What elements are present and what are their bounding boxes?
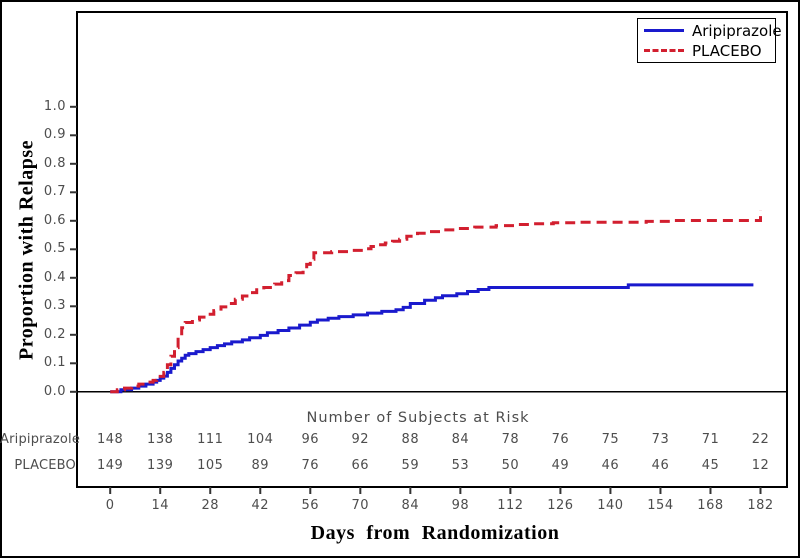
- risk-value: 89: [251, 458, 270, 473]
- risk-row-label: PLACEBO: [14, 458, 76, 473]
- risk-value: 66: [351, 458, 370, 473]
- legend-item-label: Aripiprazole: [692, 21, 782, 40]
- risk-value: 84: [451, 432, 470, 447]
- risk-value: 78: [501, 432, 520, 447]
- y-tick-label: 0.2: [43, 326, 66, 342]
- y-tick-label: 1.0: [43, 98, 66, 114]
- x-tick-label: 28: [201, 498, 219, 513]
- risk-value: 76: [551, 432, 570, 447]
- risk-value: 88: [401, 432, 420, 447]
- legend-dashed-line-sample: [644, 49, 684, 52]
- x-tick-label: 42: [251, 498, 270, 513]
- risk-value: 46: [601, 458, 620, 473]
- y-tick-label: 0.8: [43, 155, 66, 171]
- risk-value: 96: [301, 432, 320, 447]
- risk-value: 139: [147, 458, 174, 473]
- risk-value: 73: [651, 432, 670, 447]
- risk-value: 92: [351, 432, 370, 447]
- y-tick-label: 0.0: [43, 383, 66, 399]
- legend-item: Aripiprazole: [644, 22, 782, 40]
- risk-table-title: Number of Subjects at Risk: [306, 410, 530, 426]
- x-tick-label: 70: [351, 498, 370, 513]
- x-tick-label: 0: [105, 498, 115, 513]
- risk-value: 49: [551, 458, 570, 473]
- legend-solid-line-sample: [644, 29, 684, 32]
- x-axis-title: Days from Randomization: [310, 522, 560, 544]
- x-tick-label: 168: [697, 498, 724, 513]
- risk-row-label: Aripiprazole: [0, 432, 81, 447]
- y-tick-label: 0.7: [43, 184, 66, 200]
- risk-value: 12: [751, 458, 770, 473]
- x-tick-label: 140: [597, 498, 624, 513]
- y-tick-label: 0.9: [43, 127, 66, 143]
- y-tick-label: 0.3: [43, 298, 66, 314]
- x-tick-label: 126: [547, 498, 574, 513]
- x-tick-label: 98: [451, 498, 470, 513]
- risk-value: 59: [401, 458, 420, 473]
- series-aripiprazole-curve: [110, 283, 754, 394]
- risk-value: 71: [701, 432, 720, 447]
- y-tick-label: 0.1: [43, 355, 66, 371]
- x-tick-label: 182: [747, 498, 774, 513]
- risk-value: 105: [197, 458, 224, 473]
- risk-value: 104: [247, 432, 274, 447]
- risk-value: 50: [501, 458, 520, 473]
- risk-value: 111: [197, 432, 224, 447]
- y-tick-label: 0.4: [43, 269, 66, 285]
- y-tick-label: 0.5: [43, 241, 66, 257]
- x-tick-label: 56: [301, 498, 320, 513]
- risk-value: 22: [751, 432, 770, 447]
- y-tick-label: 0.6: [43, 212, 66, 228]
- risk-value: 76: [301, 458, 320, 473]
- legend-box: Aripiprazole PLACEBO: [637, 18, 782, 63]
- risk-value: 149: [97, 458, 124, 473]
- risk-value: 45: [701, 458, 720, 473]
- x-tick-label: 112: [497, 498, 524, 513]
- legend-item: PLACEBO: [644, 42, 769, 60]
- risk-value: 138: [147, 432, 174, 447]
- risk-value: 75: [601, 432, 620, 447]
- risk-value: 148: [97, 432, 124, 447]
- legend-item-label: PLACEBO: [692, 41, 762, 60]
- x-tick-label: 84: [401, 498, 420, 513]
- risk-value: 46: [651, 458, 670, 473]
- risk-value: 53: [451, 458, 470, 473]
- x-tick-label: 154: [647, 498, 674, 513]
- x-tick-label: 14: [151, 498, 169, 513]
